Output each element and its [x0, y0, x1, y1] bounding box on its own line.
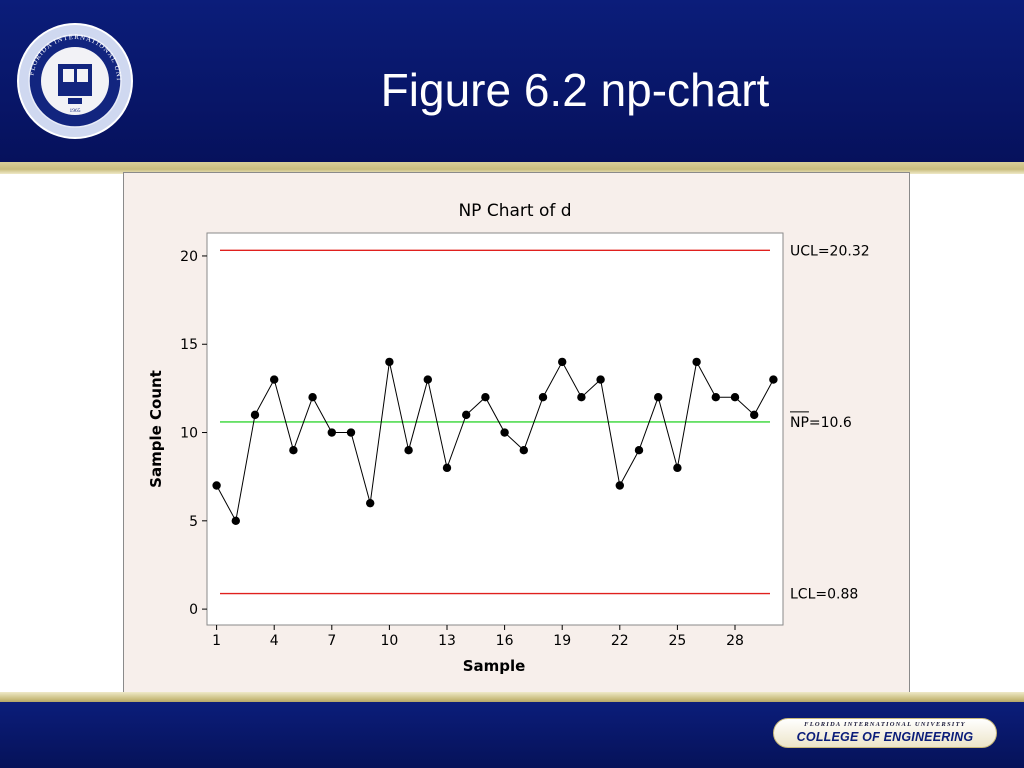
data-point [538, 393, 548, 402]
data-point [231, 516, 240, 526]
x-tick-label: 13 [438, 633, 456, 649]
data-point [577, 393, 586, 402]
x-tick-label: 19 [553, 633, 571, 649]
x-tick-label: 1 [212, 633, 221, 649]
data-point [596, 375, 605, 384]
data-point [615, 481, 624, 490]
data-point [730, 393, 740, 402]
data-point [711, 393, 720, 402]
badge-university-text: FLORIDA INTERNATIONAL UNIVERSITY [804, 721, 966, 728]
x-tick-label: 10 [380, 633, 398, 649]
data-point [250, 410, 260, 420]
y-axis-label: Sample Count [147, 370, 165, 488]
data-point [519, 445, 528, 455]
data-point [442, 463, 452, 473]
data-point [654, 393, 663, 402]
data-point [385, 357, 394, 367]
data-point [404, 445, 413, 455]
slide-title: Figure 6.2 np-chart [380, 64, 770, 116]
data-point [634, 445, 644, 455]
data-point [462, 410, 471, 420]
data-point [500, 428, 509, 437]
y-tick-label: 20 [180, 249, 198, 265]
np-chart-panel: NP Chart of d 0 5 10 15 20 1 4 7 10 13 16 19 22 25 28… [123, 172, 910, 694]
data-point [769, 375, 778, 384]
y-tick-label: 10 [180, 426, 198, 442]
chart-title: NP Chart of d [458, 201, 571, 221]
data-point [366, 498, 375, 508]
data-point [558, 357, 567, 367]
data-point [327, 428, 336, 437]
ucl-label: UCL=20.32 [790, 243, 870, 259]
data-point [308, 393, 317, 402]
y-tick-label: 5 [189, 514, 198, 530]
x-axis-label: Sample [463, 657, 526, 675]
data-point [423, 375, 432, 384]
data-point [289, 445, 298, 455]
lcl-label: LCL=0.88 [790, 587, 858, 603]
data-point [481, 393, 490, 402]
np-chart: NP Chart of d 0 5 10 15 20 1 4 7 10 13 16 19 22 25 28… [147, 201, 870, 675]
data-point [750, 410, 759, 420]
y-tick-label: 15 [180, 337, 198, 353]
plot-area [206, 232, 784, 626]
x-tick-label: 16 [496, 633, 514, 649]
header-gold-rule [0, 162, 1024, 174]
x-tick-label: 4 [270, 633, 279, 649]
university-seal-logo: 1965 FLORIDA INTERNATIONAL UNIVERSITY MI… [16, 22, 133, 139]
x-tick-label: 22 [611, 633, 629, 649]
x-tick-label: 25 [668, 633, 686, 649]
data-point [346, 428, 356, 437]
college-of-engineering-logo: FLORIDA INTERNATIONAL UNIVERSITY COLLEGE… [773, 718, 997, 748]
series-line [216, 360, 774, 523]
data-point [270, 375, 279, 384]
data-point [212, 481, 221, 490]
y-tick-label: 0 [189, 602, 198, 618]
center-label: NP=10.6 [790, 415, 852, 431]
seal-year: 1965 [70, 108, 81, 114]
badge-college-text: COLLEGE OF ENGINEERING [796, 730, 974, 744]
data-point [673, 463, 682, 473]
footer-gold-rule [0, 692, 1024, 702]
data-point [692, 357, 701, 367]
slide-header [0, 0, 1024, 162]
x-tick-label: 28 [726, 633, 744, 649]
x-tick-label: 7 [327, 633, 336, 649]
